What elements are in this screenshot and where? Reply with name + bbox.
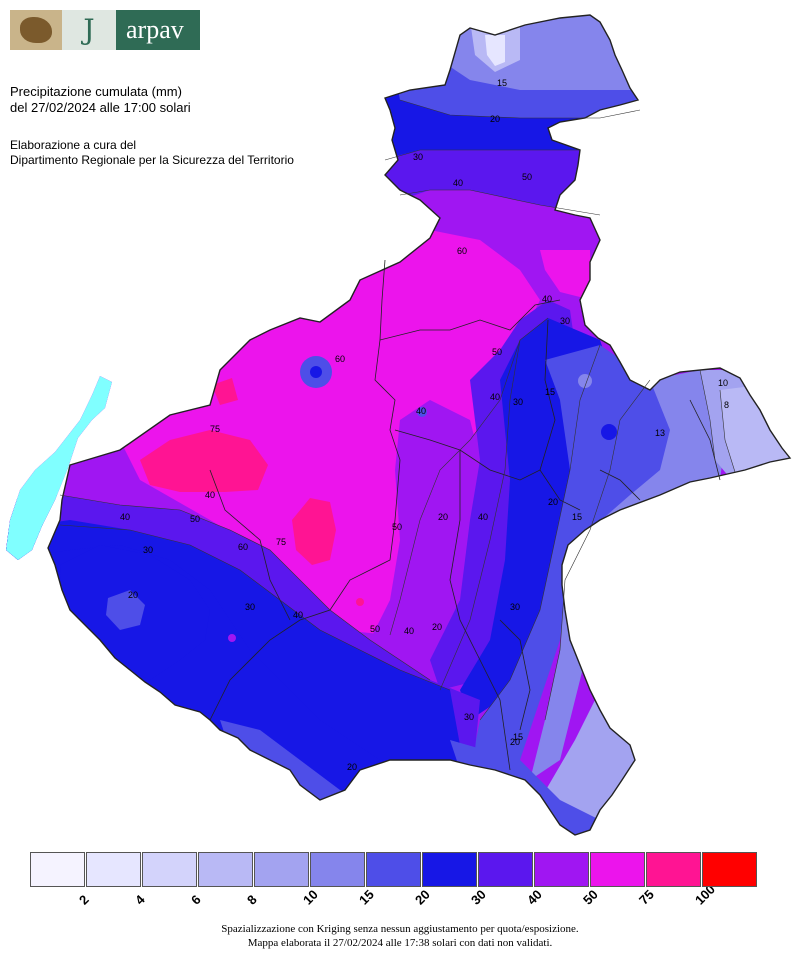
contour-label: 20 [432, 622, 442, 632]
arpav-logo: J arpav [10, 10, 200, 50]
legend-swatch [534, 852, 589, 887]
contour-label: 40 [205, 490, 215, 500]
map-title: Precipitazione cumulata (mm) del 27/02/2… [10, 84, 191, 116]
credit-line-2: Dipartimento Regionale per la Sicurezza … [10, 153, 294, 167]
region-border [47, 14, 792, 836]
title-line-2: del 27/02/2024 alle 17:00 solari [10, 100, 191, 115]
legend-label: 40 [524, 886, 545, 908]
legend-label: 20 [412, 886, 433, 908]
contour-lines [59, 99, 736, 721]
legend-label: 2 [76, 891, 92, 908]
legend-label: 4 [132, 891, 148, 908]
contour-label: 50 [370, 624, 380, 634]
arpav-mark-icon: J [62, 10, 116, 50]
lion-seal-icon [10, 10, 62, 50]
contour-label: 30 [560, 316, 570, 326]
contour-label: 15 [513, 732, 523, 742]
contour-label: 20 [438, 512, 448, 522]
contour-label: 40 [293, 610, 303, 620]
contour-label: 40 [416, 406, 426, 416]
logo-text: arpav [126, 15, 184, 44]
contour-label: 30 [464, 712, 474, 722]
contour-label: 40 [120, 512, 130, 522]
contour-label: 15 [497, 78, 507, 88]
contour-label: 40 [404, 626, 414, 636]
legend-label: 30 [468, 886, 489, 908]
legend-label: 8 [244, 891, 260, 908]
contour-label: 20 [510, 737, 520, 747]
credit: Elaborazione a cura del Dipartimento Reg… [10, 138, 294, 168]
footer: Spazializzazione con Kriging senza nessu… [0, 922, 800, 950]
legend-swatch [30, 852, 85, 887]
title-line-1: Precipitazione cumulata (mm) [10, 84, 182, 99]
contour-label: 10 [718, 378, 728, 388]
contour-label: 50 [492, 347, 502, 357]
contour-label: 50 [190, 514, 200, 524]
contour-label: 30 [513, 397, 523, 407]
legend-label: 6 [188, 891, 204, 908]
legend-swatch [478, 852, 533, 887]
contour-label: 50 [522, 172, 532, 182]
legend-swatch [254, 852, 309, 887]
contour-label: 30 [245, 602, 255, 612]
legend-swatch [702, 852, 757, 887]
legend-swatch [646, 852, 701, 887]
legend-label: 15 [356, 886, 377, 908]
legend-swatch [142, 852, 197, 887]
contour-label: 40 [542, 294, 552, 304]
contour-label: 75 [210, 424, 220, 434]
contour-label: 30 [143, 545, 153, 555]
legend-swatch [310, 852, 365, 887]
legend-label: 75 [636, 886, 657, 908]
contour-label: 40 [453, 178, 463, 188]
contour-label: 60 [238, 542, 248, 552]
contour-label: 13 [655, 428, 665, 438]
footer-line-1: Spazializzazione con Kriging senza nessu… [221, 923, 579, 935]
credit-line-1: Elaborazione a cura del [10, 138, 137, 152]
legend: 2 4 6 8 10 15 20 30 40 50 75 100 [30, 852, 762, 908]
contour-label: 40 [478, 512, 488, 522]
legend-swatch [590, 852, 645, 887]
contour-label: 20 [347, 762, 357, 772]
contour-label: 15 [572, 512, 582, 522]
contour-label: 8 [724, 400, 729, 410]
contour-label: 20 [548, 497, 558, 507]
contour-label: 15 [545, 387, 555, 397]
contour-label: 50 [392, 522, 402, 532]
contour-label: 60 [335, 354, 345, 364]
contour-label: 30 [413, 152, 423, 162]
precipitation-fill [6, 15, 790, 835]
province-borders [209, 259, 721, 771]
legend-label: 50 [580, 886, 601, 908]
legend-label: 10 [300, 886, 321, 908]
legend-swatch [198, 852, 253, 887]
legend-swatch [422, 852, 477, 887]
contour-label: 20 [128, 590, 138, 600]
contour-label: 20 [490, 114, 500, 124]
contour-label: 30 [510, 602, 520, 612]
contour-label: 40 [490, 392, 500, 402]
footer-line-2: Mappa elaborata il 27/02/2024 alle 17:38… [247, 937, 553, 949]
legend-swatch [366, 852, 421, 887]
legend-swatch [86, 852, 141, 887]
contour-label: 60 [457, 246, 467, 256]
contour-label: 75 [276, 537, 286, 547]
